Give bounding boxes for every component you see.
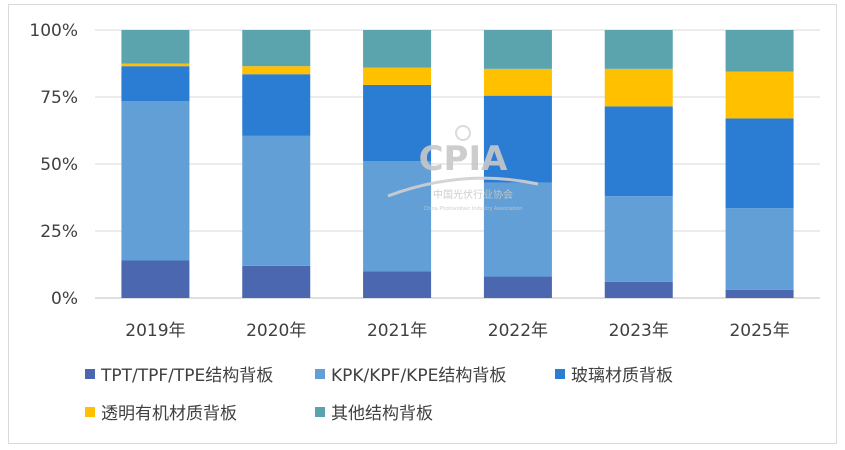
bar-segment (483, 30, 552, 69)
legend-label: 玻璃材质背板 (571, 366, 673, 386)
bar-segment (121, 66, 190, 102)
bar-segment (604, 68, 673, 107)
x-tick-label: 2019年 (125, 321, 185, 341)
bar-segment (604, 281, 673, 298)
bar-segment (242, 74, 311, 136)
bar-segment (483, 68, 552, 96)
x-axis-ticks: 2019年 2020年 2021年 2022年 2023年 2025年 (125, 321, 789, 341)
legend-swatch (555, 369, 565, 379)
bar-segment (725, 71, 794, 119)
bar-segment (363, 30, 432, 68)
watermark: CPIA 中国光伏行业协会 China Photovoltaic Industr… (387, 125, 539, 212)
y-tick-label: 100% (29, 21, 78, 41)
bar-segment (242, 135, 311, 266)
bar-segment (725, 30, 794, 72)
x-tick-label: 2025年 (729, 321, 789, 341)
watermark-cn: 中国光伏行业协会 (433, 188, 513, 201)
bar-segment (725, 208, 794, 290)
x-tick-label: 2022年 (488, 321, 548, 341)
legend-swatch (85, 407, 95, 417)
bar-segment (483, 182, 552, 277)
legend-label: TPT/TPF/TPE结构背板 (100, 366, 273, 386)
y-tick-label: 50% (40, 155, 78, 175)
bar-segment (604, 106, 673, 197)
bar-segment (604, 30, 673, 69)
bar-segment (483, 276, 552, 298)
bar-segment (242, 30, 311, 67)
legend: TPT/TPF/TPE结构背板 KPK/KPF/KPE结构背板 玻璃材质背板透明有机… (85, 366, 673, 424)
x-tick-label: 2021年 (367, 321, 427, 341)
watermark-swoosh (387, 176, 539, 198)
bar-segment (363, 67, 432, 85)
bar-segment (363, 161, 432, 272)
legend-swatch (315, 369, 325, 379)
bar-segment (483, 95, 552, 183)
y-tick-label: 75% (40, 88, 78, 108)
x-tick-label: 2020年 (246, 321, 306, 341)
watermark-en: China Photovoltaic Industry Association (424, 206, 523, 212)
watermark-logo: CPIA (419, 139, 509, 179)
bar-segment (363, 271, 432, 298)
bar-segment (242, 66, 311, 75)
y-tick-label: 0% (51, 289, 78, 309)
bar-segment (242, 265, 311, 298)
legend-swatch (315, 407, 325, 417)
bar-segment (363, 84, 432, 162)
bar-segment (121, 63, 190, 67)
chart-frame (8, 4, 837, 444)
legend-label: KPK/KPF/KPE结构背板 (331, 366, 506, 386)
bar-segment (604, 196, 673, 282)
bar-segment (725, 289, 794, 298)
watermark-sun-icon (455, 125, 471, 141)
legend-label: 透明有机材质背板 (101, 404, 237, 424)
legend-label: 其他结构背板 (331, 404, 433, 424)
bar-segment (121, 30, 190, 64)
bar-segment (121, 101, 190, 261)
x-tick-label: 2023年 (609, 321, 669, 341)
y-tick-label: 25% (40, 222, 78, 242)
y-axis-ticks: 0% 25% 50% 75% 100% (29, 21, 78, 309)
bar-segment (725, 118, 794, 209)
bars (121, 30, 794, 298)
legend-swatch (85, 369, 95, 379)
bar-segment (121, 260, 190, 298)
gridlines (95, 29, 820, 299)
